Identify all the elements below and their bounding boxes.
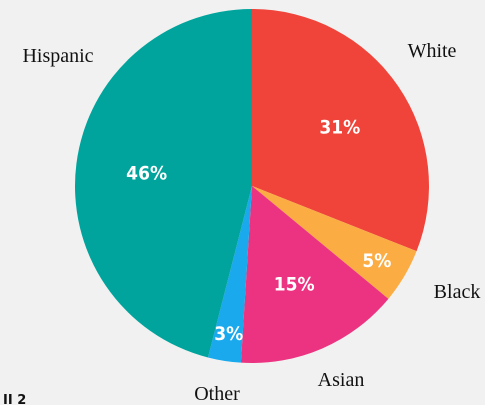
- corner-mark: II 2: [3, 393, 26, 405]
- category-label-white: White: [408, 40, 457, 62]
- percent-label-asian: 15%: [274, 273, 315, 295]
- pie-slice-black: [252, 186, 417, 299]
- pie-slices: [74, 9, 429, 363]
- category-label-asian: Asian: [318, 369, 365, 391]
- category-label-hispanic: Hispanic: [22, 45, 93, 67]
- pie-slice-hispanic: [74, 9, 253, 358]
- percent-label-hispanic: 46%: [126, 163, 167, 185]
- category-labels: White Black Asian Other Hispanic: [22, 40, 480, 405]
- percent-label-black: 5%: [362, 250, 391, 272]
- category-label-black: Black: [434, 281, 481, 303]
- pie-slice-asian: [240, 186, 389, 363]
- category-label-other: Other: [194, 383, 240, 405]
- percent-labels: 31% 5% 15% 3% 46%: [126, 116, 391, 345]
- percent-label-white: 31%: [319, 116, 360, 138]
- pie-slice-white: [252, 9, 429, 252]
- percent-label-other: 3%: [214, 323, 243, 345]
- pie-slice-other: [207, 186, 252, 363]
